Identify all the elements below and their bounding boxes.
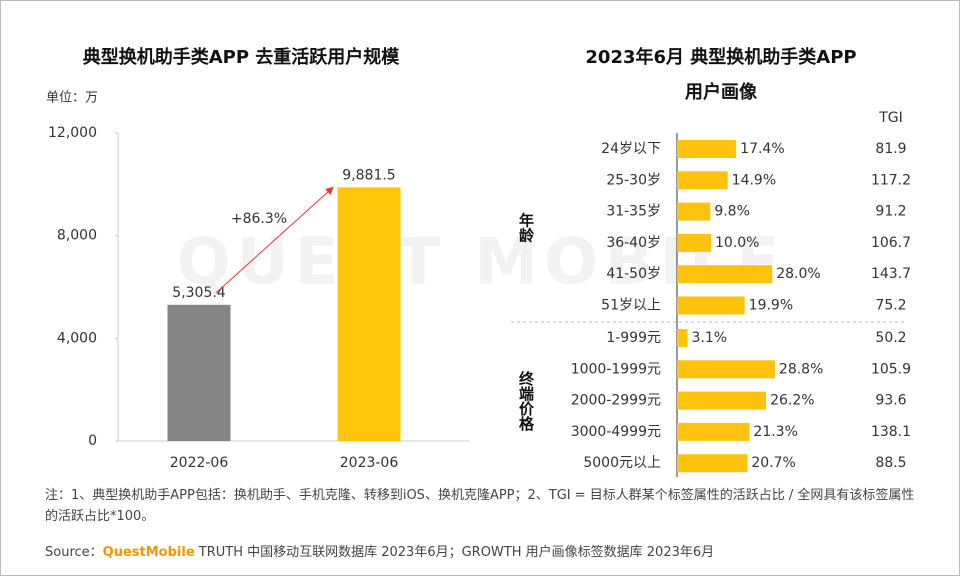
bar	[677, 329, 688, 347]
tgi-value: 138.1	[871, 424, 911, 440]
tgi-value: 91.2	[875, 204, 906, 220]
growth-label: +86.3%	[231, 211, 287, 227]
bar	[677, 265, 773, 284]
y-tick-label: 0	[88, 433, 97, 449]
category-label: 36-40岁	[606, 235, 661, 251]
value-label: 26.2%	[770, 393, 814, 409]
unit-label: 单位：万	[46, 91, 98, 106]
chart-title: 典型换机助手类APP 去重活跃用户规模	[83, 46, 401, 68]
category-label: 3000-4999元	[571, 424, 661, 440]
tgi-header: TGI	[878, 110, 903, 126]
bar	[677, 296, 745, 315]
tgi-value: 75.2	[875, 298, 906, 314]
category-label: 2000-2999元	[571, 393, 661, 409]
bar	[677, 140, 737, 158]
value-label: 17.4%	[740, 141, 784, 157]
bar	[677, 202, 711, 221]
value-label: 9.8%	[714, 204, 750, 220]
bar	[677, 454, 748, 473]
bar	[677, 422, 750, 441]
category-label: 31-35岁	[606, 204, 661, 220]
x-tick-label: 2023-06	[340, 455, 399, 471]
tgi-value: 117.2	[871, 172, 911, 188]
category-label: 25-30岁	[606, 172, 661, 188]
tgi-value: 81.9	[875, 141, 906, 157]
category-label: 1000-1999元	[571, 361, 661, 377]
category-label: 24岁以下	[601, 141, 661, 157]
value-label: 28.0%	[776, 266, 820, 282]
category-label: 5000元以上	[583, 455, 661, 471]
value-label: 28.8%	[779, 361, 823, 377]
bar	[677, 360, 775, 379]
value-label: 20.7%	[751, 455, 795, 471]
growth-arrow	[215, 186, 334, 294]
tgi-value: 93.6	[875, 393, 906, 409]
value-label: 10.0%	[715, 235, 759, 251]
value-label: 5,305.4	[172, 285, 226, 301]
chart-title: 2023年6月 典型换机助手类APP	[585, 46, 856, 68]
value-label: 3.1%	[692, 330, 728, 346]
source: Source：QuestMobile TRUTH 中国移动互联网数据库 2023…	[45, 541, 714, 560]
tgi-value: 50.2	[875, 330, 906, 346]
group-label: 终端价格	[517, 370, 535, 432]
y-tick-label: 12,000	[48, 125, 97, 141]
tgi-value: 106.7	[871, 235, 911, 251]
value-label: 14.9%	[732, 172, 776, 188]
bar	[677, 171, 728, 190]
group-label: 年龄	[517, 211, 535, 243]
tgi-value: 143.7	[871, 266, 911, 282]
value-label: 9,881.5	[342, 167, 395, 183]
y-tick-label: 8,000	[57, 228, 97, 244]
bar	[677, 391, 767, 410]
bar	[677, 233, 711, 252]
bar	[167, 304, 231, 441]
category-label: 1-999元	[606, 330, 661, 346]
category-label: 51岁以上	[601, 298, 661, 314]
source-label: Source：	[45, 545, 103, 560]
x-tick-label: 2022-06	[170, 455, 229, 471]
source-brand: QuestMobile	[102, 545, 195, 560]
chart-title: 用户画像	[685, 81, 758, 103]
bar	[337, 187, 401, 441]
value-label: 19.9%	[749, 298, 793, 314]
category-label: 41-50岁	[606, 266, 661, 282]
note: 注：1、典型换机助手APP包括：换机助手、手机克隆、转移到iOS、换机克隆APP…	[45, 488, 915, 524]
y-tick-label: 4,000	[57, 330, 97, 346]
value-label: 21.3%	[753, 424, 797, 440]
tgi-value: 88.5	[875, 455, 906, 471]
source-text: TRUTH 中国移动互联网数据库 2023年6月；GROWTH 用户画像标签数据…	[194, 545, 715, 560]
tgi-value: 105.9	[871, 361, 911, 377]
